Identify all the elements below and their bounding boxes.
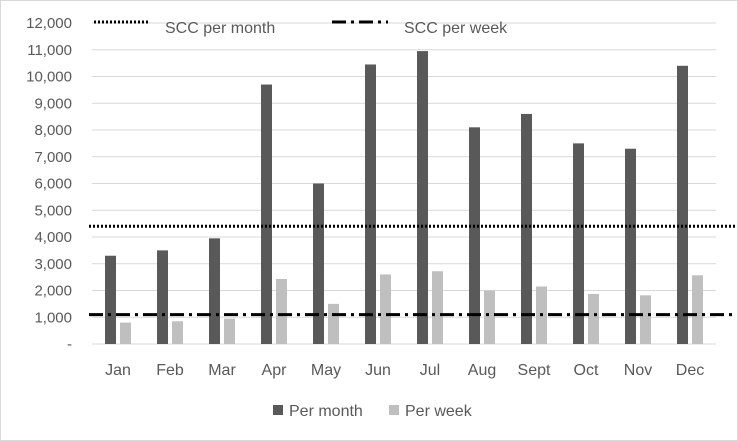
x-axis-tick-labels: Jan Feb Mar Apr May Jun Jul Aug Sept Oct Nov Dec [105, 362, 704, 379]
y-tick-label: 3,000 [34, 256, 72, 273]
bar-per-month-mar [209, 238, 220, 344]
bar-per-week-jan [120, 322, 131, 344]
bar-per-week-apr [276, 278, 287, 344]
bar-per-week-jun [380, 274, 391, 344]
bar-per-week-jul [432, 271, 443, 344]
x-tick-label: May [311, 362, 341, 379]
y-axis-tick-labels: - 1,000 2,000 3,000 4,000 5,000 6,000 7,000 8,00… [26, 15, 72, 353]
x-tick-label: Jun [365, 362, 391, 379]
bar-per-week-mar [224, 318, 235, 344]
bar-per-month-apr [261, 84, 272, 345]
y-tick-label: 4,000 [34, 229, 72, 246]
legend-label-per-month: Per month [289, 403, 363, 420]
bars [105, 51, 703, 345]
y-tick-label: 7,000 [34, 149, 72, 166]
bar-per-month-sept [521, 113, 532, 344]
y-tick-label: 5,000 [34, 202, 72, 219]
x-tick-label: Aug [468, 362, 496, 379]
bar-per-week-aug [484, 290, 495, 344]
gridlines [92, 22, 716, 345]
y-tick-label: 9,000 [34, 95, 72, 112]
y-tick-label: 8,000 [34, 122, 72, 139]
bar-per-week-nov [640, 295, 651, 344]
legend-label-per-week: Per week [405, 403, 473, 420]
legend-swatch-per-month [273, 405, 283, 415]
reference-lines: SCC per month SCC per week [89, 20, 737, 317]
y-tick-label: 2,000 [34, 283, 72, 300]
bar-per-month-jan [105, 255, 116, 344]
x-tick-label: Apr [262, 362, 288, 379]
x-tick-label: Nov [624, 362, 652, 379]
x-tick-label: Mar [208, 362, 236, 379]
y-tick-label: 10,000 [26, 69, 72, 86]
bar-per-month-oct [573, 143, 584, 344]
y-tick-label: 1,000 [34, 309, 72, 326]
bar-per-week-may [328, 303, 339, 344]
reference-line-label-scc-per-week: SCC per week [404, 20, 508, 37]
x-tick-label: Jan [105, 362, 131, 379]
bar-per-week-dec [692, 275, 703, 344]
bar-per-month-nov [625, 148, 636, 344]
legend-swatch-per-week [389, 405, 399, 415]
bar-per-week-oct [588, 293, 599, 344]
bar-per-month-jun [365, 64, 376, 345]
y-tick-label: 12,000 [26, 15, 72, 32]
y-tick-label: 11,000 [27, 42, 72, 59]
x-tick-label: Oct [574, 362, 599, 379]
bar-per-month-may [313, 183, 324, 344]
bar-per-month-jul [417, 51, 428, 345]
x-tick-label: Jul [420, 362, 440, 379]
x-tick-label: Sept [518, 362, 551, 379]
bar-per-month-dec [677, 65, 688, 345]
bar-per-month-aug [469, 127, 480, 344]
y-tick-label: 6,000 [34, 176, 72, 193]
reference-line-label-scc-per-month: SCC per month [165, 20, 275, 37]
x-tick-label: Dec [676, 362, 704, 379]
y-tick-label: - [67, 336, 72, 353]
bar-per-week-feb [172, 321, 183, 344]
legend: Per month Per week [273, 403, 473, 420]
bar-per-month-feb [157, 250, 168, 344]
x-tick-label: Feb [156, 362, 184, 379]
